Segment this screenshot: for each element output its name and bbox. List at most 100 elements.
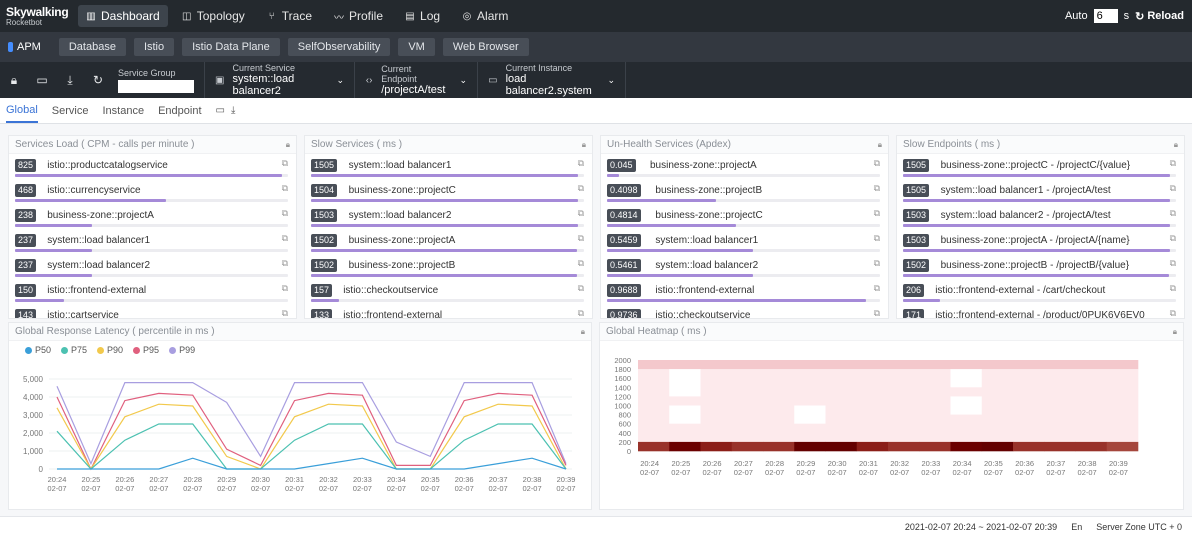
footer: 2021-02-07 20:24 ~ 2021-02-07 20:39 En S… (0, 516, 1192, 536)
tab-instance[interactable]: Instance (102, 104, 145, 117)
copy-icon[interactable]: ⧉ (873, 258, 880, 268)
list-item[interactable]: 825 istio::productcatalogservice ⧉ (13, 154, 292, 179)
list-item[interactable]: 133 istio::frontend-external ⧉ (309, 304, 588, 318)
list-item[interactable]: 171 istio::frontend-external - /product/0… (901, 304, 1180, 318)
lock-icon[interactable]: 🔒︎ (10, 72, 18, 87)
copy-icon[interactable]: ⧉ (281, 183, 288, 193)
list-item[interactable]: 237 system::load balancer2 ⧉ (13, 254, 292, 279)
list-item[interactable]: 0.5459 system::load balancer1 ⧉ (605, 229, 884, 254)
copy-icon[interactable]: ⧉ (281, 208, 288, 218)
legend-item[interactable]: P95 (133, 345, 159, 355)
tab-service[interactable]: Service (51, 104, 89, 117)
list-item[interactable]: 1505 system::load balancer1 ⧉ (309, 154, 588, 179)
copy-icon[interactable]: ⧉ (1169, 208, 1176, 218)
legend-item[interactable]: P50 (25, 345, 51, 355)
legend-item[interactable]: P99 (169, 345, 195, 355)
time-range[interactable]: 2021-02-07 20:24 ~ 2021-02-07 20:39 (904, 521, 1058, 532)
copy-icon[interactable]: ⧉ (1169, 283, 1176, 293)
endpoint-selector[interactable]: ‹› Current Endpoint /projectA/test ⌄ (355, 62, 478, 98)
copy-icon[interactable]: ⧉ (873, 183, 880, 193)
download-icon[interactable]: ⤓ (67, 72, 73, 87)
tab-endpoint[interactable]: Endpoint (158, 104, 202, 117)
copy-icon[interactable]: ⧉ (873, 158, 880, 168)
list-item[interactable]: 238 business-zone::projectA ⧉ (13, 204, 292, 229)
copy-icon[interactable]: ⧉ (1169, 183, 1176, 193)
legend-item[interactable]: P90 (97, 345, 123, 355)
copy-icon[interactable]: ⧉ (281, 308, 288, 318)
copy-icon[interactable]: ⧉ (281, 258, 288, 268)
nav-trace[interactable]: ⑂ Trace (259, 5, 320, 27)
copy-icon[interactable]: ⧉ (281, 283, 288, 293)
lock-icon[interactable]: 🔒︎ (580, 326, 585, 336)
list-item[interactable]: 0.9688 istio::frontend-external ⧉ (605, 279, 884, 304)
copy-icon[interactable]: ⧉ (873, 208, 880, 218)
service-group-input[interactable] (118, 79, 194, 93)
nav-log[interactable]: ▤ Log (397, 5, 448, 27)
lock-icon[interactable]: 🔒︎ (285, 139, 290, 149)
list-item[interactable]: 237 system::load balancer1 ⧉ (13, 229, 292, 254)
list-item[interactable]: 1503 system::load balancer2 - /projectA/t… (901, 204, 1180, 229)
copy-icon[interactable]: ⧉ (1169, 258, 1176, 268)
nav-topology[interactable]: ◫ Topology (174, 5, 253, 27)
layer-tab[interactable]: Istio (133, 38, 175, 56)
copy-icon[interactable]: ⧉ (577, 158, 584, 168)
list-item[interactable]: 150 istio::frontend-external ⧉ (13, 279, 292, 304)
copy-icon[interactable]: ⧉ (281, 233, 288, 243)
list-item[interactable]: 1502 business-zone::projectB ⧉ (309, 254, 588, 279)
layer-tab[interactable]: Database (58, 38, 126, 56)
copy-icon[interactable]: ⧉ (873, 308, 880, 318)
copy-icon[interactable]: ⧉ (1169, 233, 1176, 243)
copy-icon[interactable]: ⧉ (873, 233, 880, 243)
copy-icon[interactable]: ⧉ (281, 158, 288, 168)
copy-icon[interactable]: ⧉ (1169, 308, 1176, 318)
layer-tab[interactable]: VM (398, 38, 435, 56)
copy-icon[interactable]: ⧉ (577, 183, 584, 193)
folder-icon[interactable]: ▭ (36, 73, 48, 87)
list-item[interactable]: 206 istio::frontend-external - /cart/chec… (901, 279, 1180, 304)
layer-tab[interactable]: Web Browser (442, 38, 529, 56)
nav-dashboard[interactable]: ▥ Dashboard (78, 5, 168, 27)
folder-icon[interactable]: ▭ (215, 105, 225, 116)
layer-tab[interactable]: APM (6, 38, 51, 56)
nav-alarm[interactable]: ◎ Alarm (454, 5, 516, 27)
download-icon[interactable]: ⤓ (230, 105, 236, 116)
list-item[interactable]: 0.5461 system::load balancer2 ⧉ (605, 254, 884, 279)
lock-icon[interactable]: 🔒︎ (581, 139, 586, 149)
service-selector[interactable]: ▣ Current Service system::load balancer2… (205, 62, 355, 98)
auto-interval-input[interactable] (1093, 9, 1118, 23)
copy-icon[interactable]: ⧉ (577, 283, 584, 293)
list-item[interactable]: 468 istio::currencyservice ⧉ (13, 179, 292, 204)
copy-icon[interactable]: ⧉ (577, 258, 584, 268)
nav-profile[interactable]: 〰 Profile (326, 5, 391, 27)
list-item[interactable]: 1503 system::load balancer2 ⧉ (309, 204, 588, 229)
list-item[interactable]: 1505 system::load balancer1 - /projectA/t… (901, 179, 1180, 204)
list-item[interactable]: 1505 business-zone::projectC - /projectC/… (901, 154, 1180, 179)
copy-icon[interactable]: ⧉ (577, 233, 584, 243)
list-item[interactable]: 1502 business-zone::projectA ⧉ (309, 229, 588, 254)
list-item[interactable]: 157 istio::checkoutservice ⧉ (309, 279, 588, 304)
copy-icon[interactable]: ⧉ (577, 208, 584, 218)
copy-icon[interactable]: ⧉ (1169, 158, 1176, 168)
layer-tab[interactable]: SelfObservability (287, 38, 391, 56)
lock-icon[interactable]: 🔒︎ (877, 139, 882, 149)
language-toggle[interactable]: En (1071, 521, 1083, 532)
copy-icon[interactable]: ⧉ (577, 308, 584, 318)
list-item[interactable]: 0.9736 istio::checkoutservice ⧉ (605, 304, 884, 318)
refresh-icon[interactable]: ↻ (92, 73, 104, 87)
lock-icon[interactable]: 🔒︎ (1173, 139, 1178, 149)
list-item[interactable]: 143 istio::cartservice ⧉ (13, 304, 292, 318)
instance-selector[interactable]: ▭ Current Instance load balancer2.system… (478, 62, 626, 98)
list-item[interactable]: 1502 business-zone::projectB - /projectB/… (901, 254, 1180, 279)
lock-icon[interactable]: 🔒︎ (1172, 326, 1177, 336)
copy-icon[interactable]: ⧉ (873, 283, 880, 293)
legend-item[interactable]: P75 (61, 345, 87, 355)
list-item[interactable]: 1503 business-zone::projectA - /projectA/… (901, 229, 1180, 254)
layer-tab[interactable]: Istio Data Plane (182, 38, 280, 56)
list-item[interactable]: 0.045 business-zone::projectA ⧉ (605, 154, 884, 179)
reload-button[interactable]: ↻ Reload (1135, 10, 1184, 23)
tab-global[interactable]: Global (6, 98, 38, 123)
list-item[interactable]: 0.4814 business-zone::projectC ⧉ (605, 204, 884, 229)
list-item[interactable]: 1504 business-zone::projectC ⧉ (309, 179, 588, 204)
value-bar (15, 224, 93, 227)
list-item[interactable]: 0.4098 business-zone::projectB ⧉ (605, 179, 884, 204)
